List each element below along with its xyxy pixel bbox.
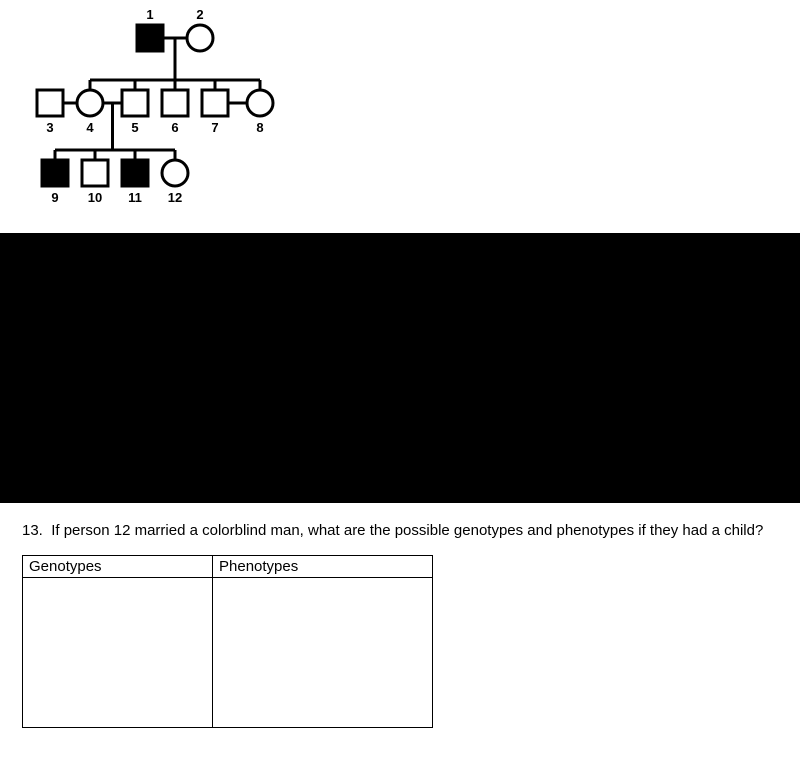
svg-text:1: 1	[146, 8, 153, 22]
svg-text:4: 4	[86, 120, 94, 135]
table-cell-genotypes	[23, 578, 213, 728]
table-header-genotypes: Genotypes	[23, 556, 213, 578]
svg-text:10: 10	[88, 190, 102, 205]
svg-text:7: 7	[211, 120, 218, 135]
question-text: 13. If person 12 married a colorblind ma…	[22, 521, 778, 541]
pedigree-chart: 123456789101112	[0, 0, 800, 233]
svg-text:8: 8	[256, 120, 263, 135]
answer-table: Genotypes Phenotypes	[22, 555, 433, 728]
svg-text:9: 9	[51, 190, 58, 205]
table-header-phenotypes: Phenotypes	[213, 556, 433, 578]
svg-text:6: 6	[171, 120, 178, 135]
table-cell-phenotypes	[213, 578, 433, 728]
redacted-region	[0, 233, 800, 503]
pedigree-svg: 123456789101112	[20, 8, 300, 216]
svg-text:12: 12	[168, 190, 182, 205]
question-number: 13.	[22, 522, 43, 539]
svg-text:3: 3	[46, 120, 53, 135]
question-body: If person 12 married a colorblind man, w…	[51, 522, 763, 539]
svg-text:5: 5	[131, 120, 138, 135]
svg-text:2: 2	[196, 8, 203, 22]
question-block: 13. If person 12 married a colorblind ma…	[0, 503, 800, 748]
svg-text:11: 11	[128, 190, 142, 205]
